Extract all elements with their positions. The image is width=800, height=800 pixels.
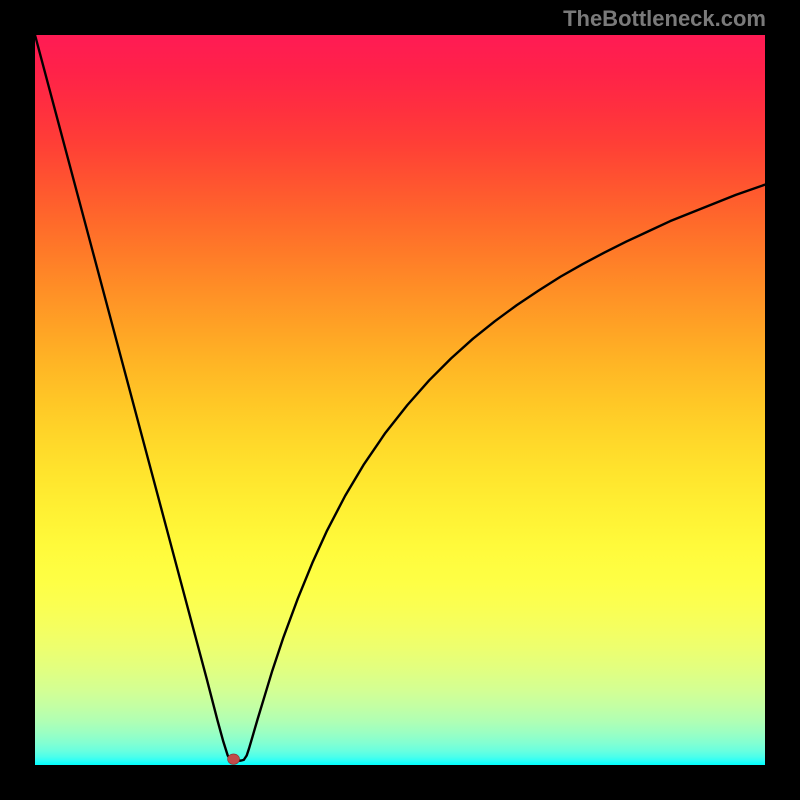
watermark-label: TheBottleneck.com [563, 6, 766, 32]
bottleneck-curve [35, 35, 765, 761]
chart-root: TheBottleneck.com [0, 0, 800, 800]
plot-area [35, 35, 765, 765]
curve-layer [35, 35, 765, 765]
optimal-point-marker [228, 754, 240, 765]
